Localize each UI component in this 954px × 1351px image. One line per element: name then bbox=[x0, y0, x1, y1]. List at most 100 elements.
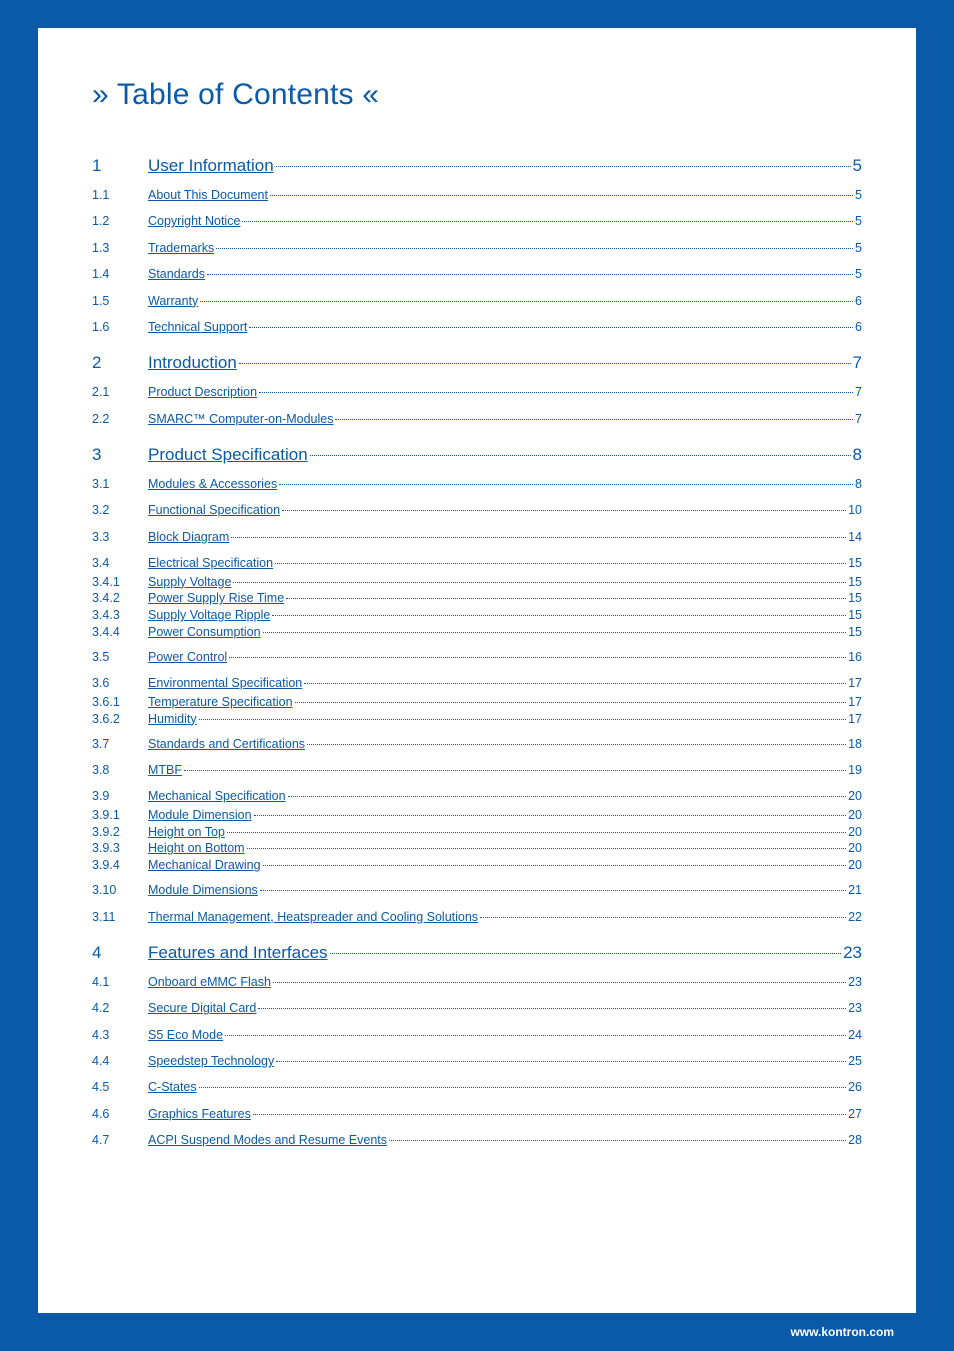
toc-entry-link[interactable]: Standards and Certifications bbox=[148, 735, 305, 754]
toc-entry-page: 20 bbox=[848, 807, 862, 824]
toc-entry-page: 26 bbox=[848, 1078, 862, 1097]
toc-entry-link[interactable]: S5 Eco Mode bbox=[148, 1026, 223, 1045]
toc-entry-link[interactable]: Power Supply Rise Time bbox=[148, 590, 284, 607]
toc-entry-link[interactable]: Power Control bbox=[148, 648, 227, 667]
toc-entry-link[interactable]: C-States bbox=[148, 1078, 197, 1097]
toc-entry-link[interactable]: Graphics Features bbox=[148, 1105, 251, 1124]
toc-leader-dots bbox=[335, 419, 853, 420]
toc-leader-dots bbox=[295, 702, 847, 703]
toc-entry-page: 20 bbox=[848, 857, 862, 874]
toc-entry-line: Speedstep Technology25 bbox=[148, 1052, 862, 1071]
toc-entry-link[interactable]: MTBF bbox=[148, 761, 182, 780]
toc-leader-dots bbox=[389, 1140, 846, 1141]
toc-entry-link[interactable]: Mechanical Drawing bbox=[148, 857, 261, 874]
toc-entry-link[interactable]: Module Dimension bbox=[148, 807, 252, 824]
toc-entry-link[interactable]: Humidity bbox=[148, 711, 197, 728]
toc-entry: 3.6.2Humidity17 bbox=[92, 711, 862, 728]
toc-entry-line: Supply Voltage Ripple15 bbox=[148, 607, 862, 624]
toc-entry-link[interactable]: Electrical Specification bbox=[148, 554, 273, 573]
toc-entry-link[interactable]: Trademarks bbox=[148, 239, 214, 258]
toc-entry-number: 4.5 bbox=[92, 1078, 148, 1097]
table-of-contents: 1User Information 5 1.1About This Document… bbox=[92, 156, 862, 1151]
toc-entry: 4.6Graphics Features27 bbox=[92, 1105, 862, 1124]
toc-entry: 3.6.1Temperature Specification17 bbox=[92, 694, 862, 711]
toc-entry-link[interactable]: Introduction bbox=[148, 353, 237, 373]
toc-entry-line: Power Consumption15 bbox=[148, 624, 862, 641]
toc-entry: 1.1About This Document5 bbox=[92, 186, 862, 205]
toc-entry: 3.4.3Supply Voltage Ripple15 bbox=[92, 607, 862, 624]
toc-leader-dots bbox=[216, 248, 853, 249]
toc-entry-number: 3.9.2 bbox=[92, 824, 148, 841]
toc-leader-dots bbox=[310, 455, 851, 456]
toc-entry-link[interactable]: Height on Top bbox=[148, 824, 225, 841]
toc-entry-number: 1.3 bbox=[92, 239, 148, 258]
toc-entry-number: 3.9.1 bbox=[92, 807, 148, 824]
toc-entry: 2.2SMARC™ Computer-on-Modules7 bbox=[92, 410, 862, 429]
toc-entry-page: 8 bbox=[853, 445, 862, 465]
toc-entry-line: Secure Digital Card23 bbox=[148, 999, 862, 1018]
toc-entry-link[interactable]: Height on Bottom bbox=[148, 840, 245, 857]
toc-leader-dots bbox=[270, 195, 853, 196]
toc-entry: 4.1Onboard eMMC Flash23 bbox=[92, 973, 862, 992]
toc-entry-page: 5 bbox=[855, 212, 862, 231]
toc-leader-dots bbox=[207, 274, 853, 275]
toc-entry-number: 3.4.4 bbox=[92, 624, 148, 641]
footer-url[interactable]: www.kontron.com bbox=[790, 1325, 894, 1339]
toc-entry-link[interactable]: Mechanical Specification bbox=[148, 787, 286, 806]
toc-entry-link[interactable]: Power Consumption bbox=[148, 624, 261, 641]
toc-entry-link[interactable]: Product Description bbox=[148, 383, 257, 402]
toc-entry-link[interactable]: SMARC™ Computer-on-Modules bbox=[148, 410, 333, 429]
toc-entry-line: Temperature Specification17 bbox=[148, 694, 862, 711]
toc-entry-page: 6 bbox=[855, 292, 862, 311]
toc-entry-link[interactable]: Technical Support bbox=[148, 318, 247, 337]
toc-entry-link[interactable]: Environmental Specification bbox=[148, 674, 302, 693]
toc-entry-link[interactable]: Supply Voltage Ripple bbox=[148, 607, 270, 624]
toc-entry-link[interactable]: Onboard eMMC Flash bbox=[148, 973, 271, 992]
toc-entry-link[interactable]: Supply Voltage bbox=[148, 574, 231, 591]
toc-entry-page: 18 bbox=[848, 735, 862, 754]
toc-leader-dots bbox=[263, 865, 847, 866]
toc-entry: 2Introduction7 bbox=[92, 353, 862, 373]
toc-entry-number: 1.6 bbox=[92, 318, 148, 337]
toc-entry-page: 24 bbox=[848, 1026, 862, 1045]
toc-entry: 3.9.2Height on Top20 bbox=[92, 824, 862, 841]
toc-entry-number: 1 bbox=[92, 156, 148, 176]
toc-entry-link[interactable]: ACPI Suspend Modes and Resume Events bbox=[148, 1131, 387, 1150]
toc-entry-link[interactable]: Modules & Accessories bbox=[148, 475, 277, 494]
toc-leader-dots bbox=[229, 657, 846, 658]
toc-entry-link[interactable]: Temperature Specification bbox=[148, 694, 293, 711]
toc-entry-number: 3.9 bbox=[92, 787, 148, 806]
toc-entry-number: 3.2 bbox=[92, 501, 148, 520]
toc-entry-page: 22 bbox=[848, 908, 862, 927]
toc-entry-link[interactable]: Secure Digital Card bbox=[148, 999, 256, 1018]
toc-entry-link[interactable]: Functional Specification bbox=[148, 501, 280, 520]
toc-entry-number: 3.9.4 bbox=[92, 857, 148, 874]
toc-entry-number: 4 bbox=[92, 943, 148, 963]
toc-entry-line: Electrical Specification15 bbox=[148, 554, 862, 573]
toc-subsection-block: 3.1Modules & Accessories83.2Functional S… bbox=[92, 475, 862, 927]
toc-entry-page: 19 bbox=[848, 761, 862, 780]
toc-entry-page: 21 bbox=[848, 881, 862, 900]
toc-entry-link[interactable]: Product Specification bbox=[148, 445, 308, 465]
toc-entry: 1.3Trademarks5 bbox=[92, 239, 862, 258]
toc-entry-line: Graphics Features27 bbox=[148, 1105, 862, 1124]
toc-entry: 4Features and Interfaces23 bbox=[92, 943, 862, 963]
toc-entry-line: Block Diagram14 bbox=[148, 528, 862, 547]
toc-entry-link[interactable]: About This Document bbox=[148, 186, 268, 205]
toc-entry-link[interactable]: Standards bbox=[148, 265, 205, 284]
toc-entry-line: Functional Specification10 bbox=[148, 501, 862, 520]
toc-entry-link[interactable]: Copyright Notice bbox=[148, 212, 240, 231]
toc-entry-link[interactable]: Features and Interfaces bbox=[148, 943, 328, 963]
toc-entry-link[interactable]: Module Dimensions bbox=[148, 881, 258, 900]
toc-entry-link[interactable]: Block Diagram bbox=[148, 528, 229, 547]
toc-entry-number: 3.5 bbox=[92, 648, 148, 667]
toc-entry-line: C-States 26 bbox=[148, 1078, 862, 1097]
toc-leader-dots bbox=[231, 537, 846, 538]
toc-entry-line: About This Document5 bbox=[148, 186, 862, 205]
toc-entry-line: Module Dimensions 21 bbox=[148, 881, 862, 900]
toc-entry-link[interactable]: Thermal Management, Heatspreader and Coo… bbox=[148, 908, 478, 927]
toc-entry-link[interactable]: Warranty bbox=[148, 292, 198, 311]
toc-entry-line: Features and Interfaces23 bbox=[148, 943, 862, 963]
toc-entry-link[interactable]: Speedstep Technology bbox=[148, 1052, 274, 1071]
toc-entry-link[interactable]: User Information bbox=[148, 156, 274, 176]
